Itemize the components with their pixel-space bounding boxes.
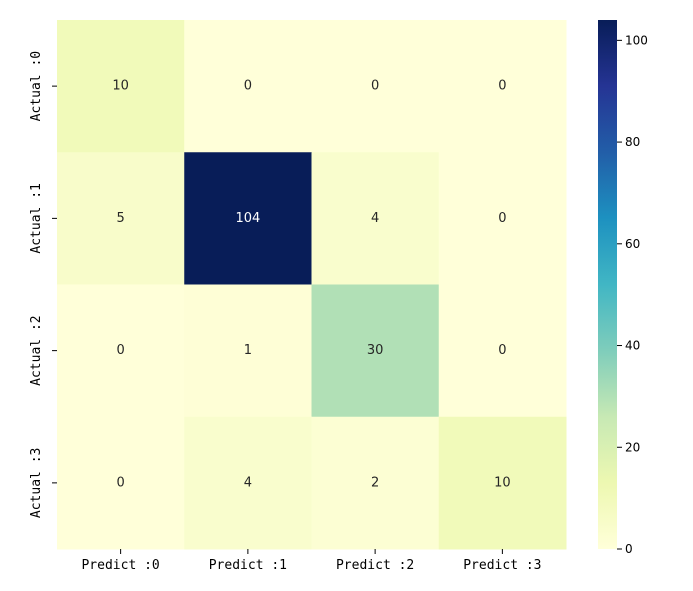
cell-value-r0-c3: 0	[498, 79, 506, 94]
cell-value-r0-c0: 10	[112, 79, 129, 94]
heatmap-cell-r3-c1	[184, 416, 312, 550]
colorbar-tick-label: 20	[625, 440, 640, 454]
colorbar-tick-label: 60	[625, 237, 640, 251]
cell-value-r3-c1: 4	[244, 475, 252, 490]
x-tick-label: Predict :1	[209, 558, 287, 573]
heatmap-cell-r1-c0	[57, 152, 185, 285]
heatmap-cell-r3-c0	[57, 416, 185, 550]
heatmap-cells: 10 0 0 0 5 104 4 0 0 1 30 0 0 4 2 10	[57, 20, 567, 550]
heatmap-cell-r3-c2	[311, 416, 440, 550]
colorbar-tick-label: 0	[625, 542, 633, 556]
heatmap-cell-r2-c1	[184, 284, 312, 418]
cell-value-r2-c1: 1	[244, 343, 252, 358]
heatmap-cell-r0-c1	[184, 20, 312, 153]
x-tick-label: Predict :3	[463, 558, 541, 573]
colorbar-gradient	[598, 20, 617, 549]
cell-value-r3-c2: 2	[371, 475, 379, 490]
cell-value-r3-c3: 10	[494, 475, 511, 490]
colorbar: 0 20 40 60 80 100	[598, 20, 648, 556]
x-tick-label: Predict :2	[336, 558, 414, 573]
heatmap-cell-r1-c1	[184, 152, 312, 285]
x-tick-label: Predict :0	[81, 558, 159, 573]
heatmap-cell-r0-c0	[57, 20, 185, 153]
cell-value-r1-c0: 5	[116, 211, 124, 226]
colorbar-tick-label: 80	[625, 135, 640, 149]
cell-value-r0-c1: 0	[244, 79, 252, 94]
heatmap-cell-r1-c2	[311, 152, 440, 285]
cell-value-r1-c1: 104	[235, 211, 260, 226]
y-tick-label: Actual :0	[29, 51, 44, 121]
cell-value-r1-c2: 4	[371, 211, 379, 226]
y-axis: Actual :0 Actual :1 Actual :2 Actual :3	[29, 51, 57, 518]
y-tick-label: Actual :2	[29, 315, 44, 385]
colorbar-tick-label: 100	[625, 33, 648, 47]
heatmap-cell-r2-c2	[311, 284, 440, 418]
cell-value-r2-c0: 0	[116, 343, 124, 358]
colorbar-tick-label: 40	[625, 339, 640, 353]
y-tick-label: Actual :1	[29, 183, 44, 253]
cell-value-r0-c2: 0	[371, 79, 379, 94]
heatmap-cell-r2-c3	[438, 284, 567, 418]
heatmap-cell-r0-c3	[438, 20, 567, 153]
cell-value-r2-c2: 30	[367, 343, 384, 358]
heatmap-cell-r1-c3	[438, 152, 567, 285]
cell-value-r2-c3: 0	[498, 343, 506, 358]
cell-value-r3-c0: 0	[116, 475, 124, 490]
heatmap-cell-r2-c0	[57, 284, 185, 418]
x-axis: Predict :0 Predict :1 Predict :2 Predict :3	[81, 549, 542, 573]
cell-value-r1-c3: 0	[498, 211, 506, 226]
heatmap-cell-r3-c3	[438, 416, 567, 550]
heatmap-cell-r0-c2	[311, 20, 440, 153]
y-tick-label: Actual :3	[29, 448, 44, 518]
